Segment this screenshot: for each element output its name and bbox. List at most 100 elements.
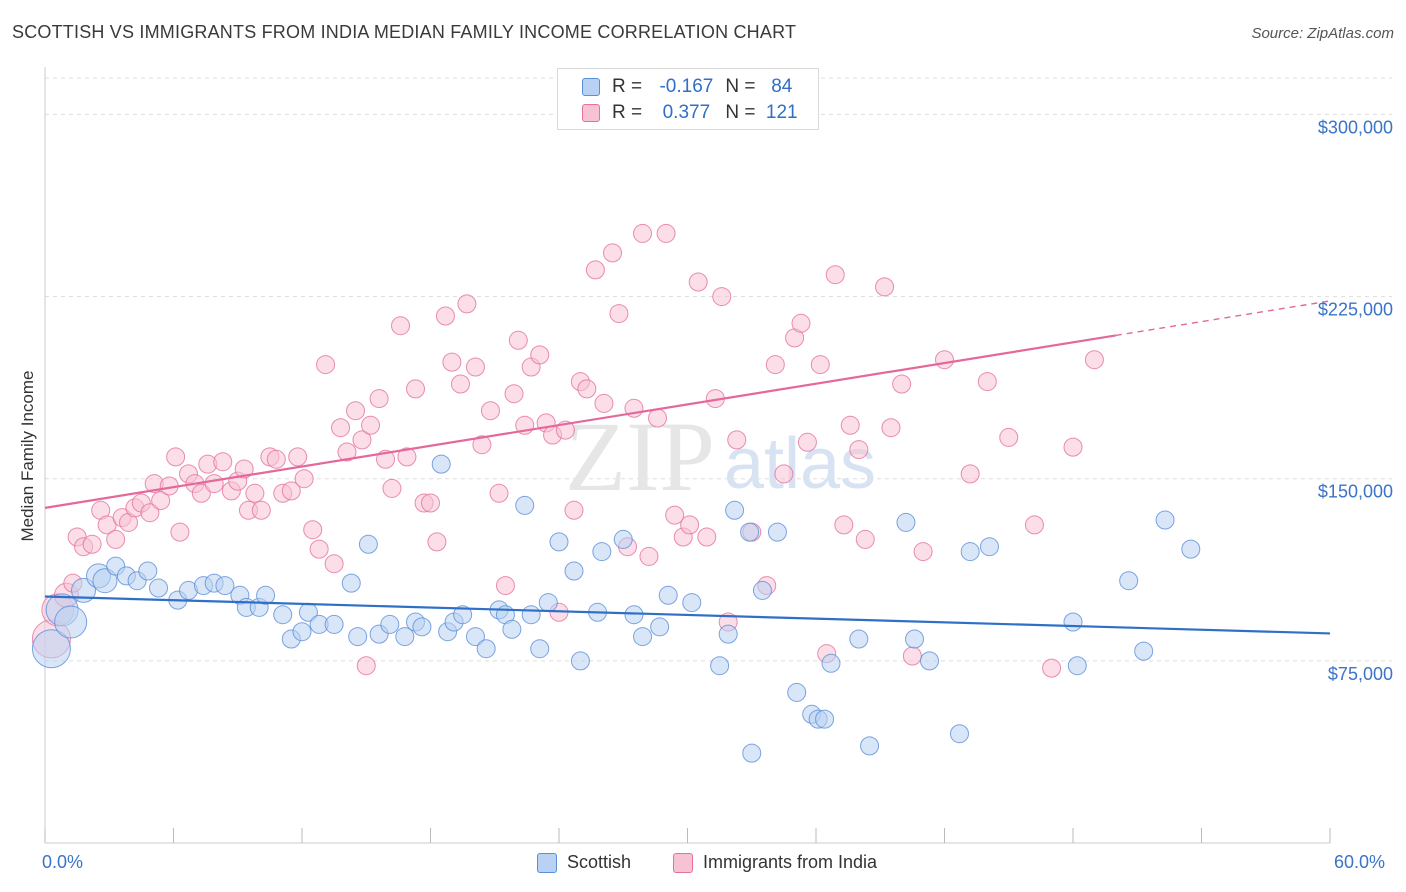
data-point <box>860 736 880 756</box>
data-point <box>849 629 869 649</box>
legend-swatch-india <box>673 852 693 873</box>
y-tick-label: $300,000 <box>1318 117 1393 137</box>
legend-item-india[interactable]: Immigrants from India <box>673 852 877 873</box>
legend-item-scottish[interactable]: Scottish <box>537 852 631 873</box>
data-point <box>697 527 717 547</box>
data-point <box>151 491 171 511</box>
data-point <box>251 500 271 520</box>
data-point <box>356 656 376 676</box>
data-point <box>204 474 224 494</box>
swatch-scottish <box>582 78 600 96</box>
n-value: 84 <box>771 76 793 97</box>
axes <box>44 67 1331 844</box>
data-point <box>1067 656 1087 676</box>
y-tick-labels: $75,000 $150,000 $225,000 $300,000 <box>1318 117 1393 683</box>
data-point <box>245 483 265 503</box>
trend-line-india <box>44 334 1117 509</box>
r-label: R = <box>612 76 643 97</box>
data-point <box>855 529 875 549</box>
data-point <box>412 617 432 637</box>
data-point <box>515 495 535 515</box>
trend-lines <box>44 300 1331 635</box>
data-point <box>577 379 597 399</box>
data-point <box>624 605 644 625</box>
data-point <box>740 522 760 542</box>
data-point <box>787 682 807 702</box>
data-point <box>752 580 772 600</box>
data-point <box>288 447 308 467</box>
data-point <box>140 503 160 523</box>
data-point <box>480 401 500 421</box>
y-tick-label: $75,000 <box>1328 664 1393 684</box>
data-point <box>465 357 485 377</box>
data-point <box>920 651 940 671</box>
n-label: N = <box>725 102 756 123</box>
data-point <box>508 330 528 350</box>
x-tick-label-min: 0.0% <box>42 852 84 872</box>
data-point <box>1155 510 1175 530</box>
data-point <box>633 223 653 243</box>
data-point <box>609 304 629 324</box>
data-point <box>913 542 933 562</box>
data-point <box>1084 350 1104 370</box>
data-point <box>406 379 426 399</box>
data-point <box>294 469 314 489</box>
data-point <box>341 573 361 593</box>
data-point <box>281 481 301 501</box>
n-value: 121 <box>765 102 798 123</box>
data-point <box>613 529 633 549</box>
data-point <box>935 350 954 370</box>
data-point <box>648 408 668 428</box>
series-scottish-points <box>31 454 1201 763</box>
data-point <box>688 272 708 292</box>
data-point <box>815 709 835 729</box>
data-point <box>316 355 336 375</box>
data-point <box>358 534 378 554</box>
data-point <box>324 614 344 634</box>
data-point <box>821 653 841 673</box>
grid-lines <box>45 77 1392 662</box>
x-tick-label-max: 60.0% <box>1334 852 1386 872</box>
data-point <box>266 449 286 469</box>
data-point <box>902 646 922 666</box>
data-point <box>489 483 509 503</box>
data-point <box>92 568 118 594</box>
data-point <box>592 542 612 562</box>
stats-row-india: R = 0.377 N = 121 <box>582 100 803 126</box>
data-point <box>960 464 980 484</box>
data-point <box>502 619 522 639</box>
data-point <box>54 605 88 639</box>
data-point <box>774 464 794 484</box>
data-point <box>892 374 912 394</box>
data-point <box>106 529 126 549</box>
stats-row-scottish: R = -0.167 N = 84 <box>582 74 803 100</box>
data-point <box>495 576 515 596</box>
data-point <box>658 585 678 605</box>
data-point <box>450 374 470 394</box>
data-point <box>149 578 169 598</box>
data-point <box>840 415 860 435</box>
data-point <box>442 352 462 372</box>
data-point <box>1181 539 1201 559</box>
data-point <box>979 537 999 557</box>
data-point <box>960 542 980 562</box>
data-point <box>650 617 670 637</box>
data-point <box>472 435 492 455</box>
data-point <box>521 605 541 625</box>
data-point <box>170 522 190 542</box>
data-point <box>382 478 402 498</box>
trend-line-india-extension <box>1115 300 1331 337</box>
legend-label-india: Immigrants from India <box>703 852 878 872</box>
data-point <box>256 585 276 605</box>
data-point <box>725 500 745 520</box>
data-point <box>465 627 485 647</box>
data-point <box>639 546 659 566</box>
data-point <box>1063 437 1083 457</box>
data-point <box>234 459 254 479</box>
data-point <box>549 532 569 552</box>
data-point <box>767 522 787 542</box>
chart-title: SCOTTISH VS IMMIGRANTS FROM INDIA MEDIAN… <box>12 22 797 42</box>
data-point <box>564 500 584 520</box>
data-point <box>594 393 614 413</box>
data-point <box>977 372 997 392</box>
